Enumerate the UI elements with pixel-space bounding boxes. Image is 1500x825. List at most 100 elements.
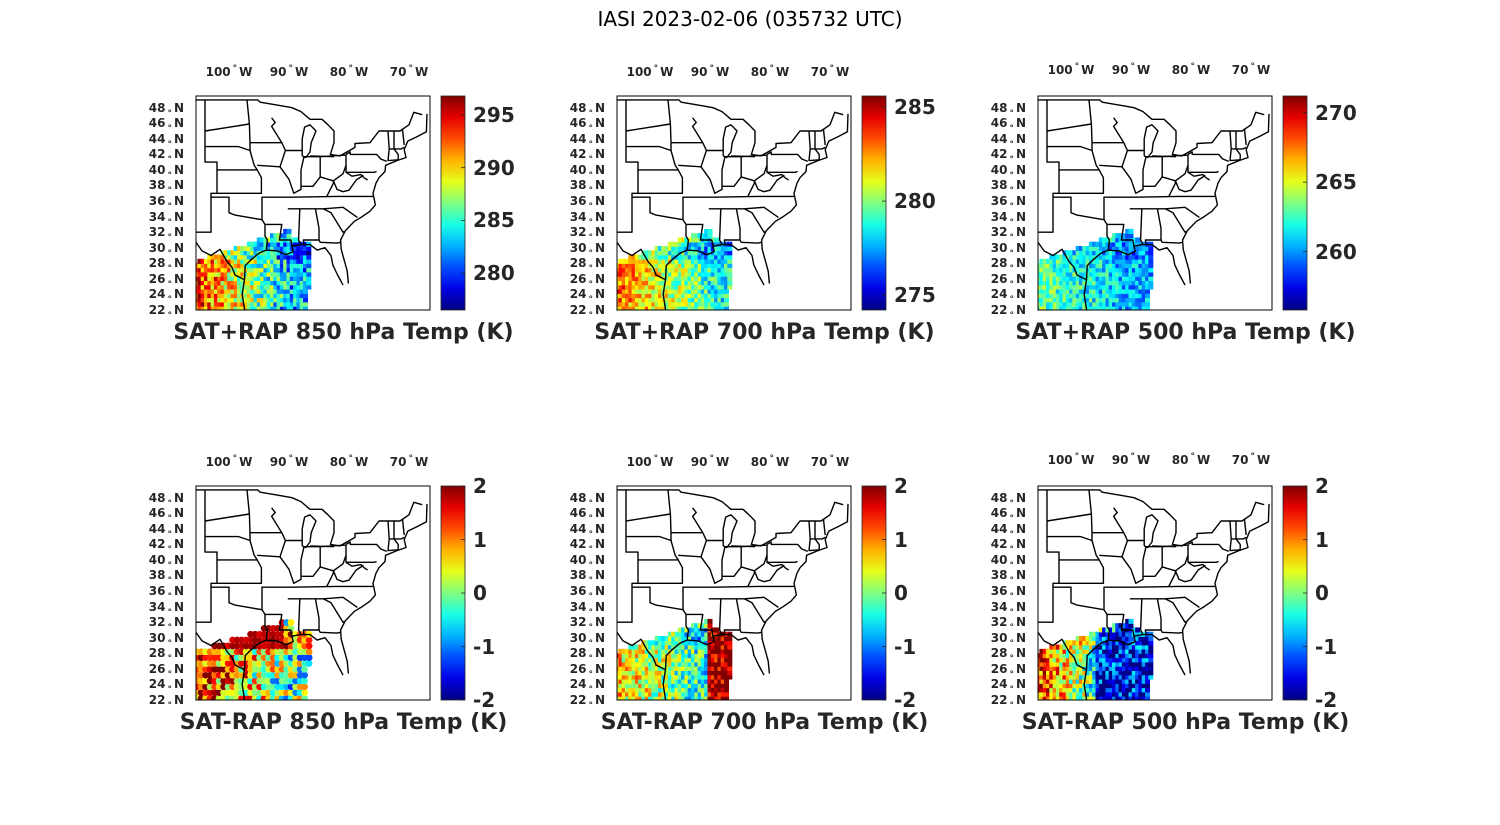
border-line (767, 170, 798, 174)
border-line (387, 520, 399, 552)
data-cell (691, 623, 696, 629)
border-line (1188, 560, 1219, 564)
data-cell (1046, 258, 1051, 264)
data-cell (1095, 301, 1101, 307)
data-cell (1131, 691, 1137, 697)
data-cell (1075, 670, 1081, 676)
data-cell (1082, 661, 1088, 667)
border-line (1038, 631, 1087, 671)
data-cell (246, 280, 252, 286)
data-cell (1055, 670, 1061, 676)
data-cell (1042, 687, 1048, 693)
border-line (747, 180, 756, 197)
longitude-label: 70 ° W (811, 454, 849, 469)
data-cell (714, 665, 720, 671)
data-cell (651, 301, 657, 307)
data-cell (273, 258, 279, 264)
data-cell (634, 288, 640, 294)
data-cell (674, 683, 680, 689)
border-line (718, 598, 723, 635)
data-cell (628, 271, 634, 277)
data-cell (618, 661, 624, 667)
data-cell (1141, 258, 1147, 264)
data-cell (717, 687, 723, 693)
data-cell (641, 695, 647, 700)
data-cell (677, 627, 683, 633)
data-cell (707, 674, 713, 680)
data-cell (677, 674, 683, 680)
data-cell (233, 258, 239, 264)
data-cell (704, 640, 710, 646)
data-cell (1049, 674, 1055, 680)
data-cell (1148, 644, 1154, 650)
data-cell (1085, 648, 1091, 654)
data-cell (266, 254, 272, 260)
data-cell (720, 670, 726, 676)
border-line (1129, 206, 1200, 218)
data-cell (1055, 674, 1061, 680)
data-cell (644, 670, 650, 676)
data-cell (204, 275, 209, 281)
border-line (1059, 540, 1100, 561)
data-cell (700, 288, 706, 294)
data-cell (1075, 271, 1081, 277)
data-cell (1042, 267, 1048, 273)
data-cell (289, 280, 295, 286)
latitude-direction: N (173, 256, 184, 271)
data-cell (691, 288, 696, 294)
data-cell (641, 678, 647, 684)
data-cell (710, 288, 716, 294)
data-cell (664, 683, 670, 689)
data-cell (1049, 653, 1055, 659)
data-cell (1085, 288, 1091, 294)
data-cell (1098, 288, 1104, 294)
data-cell (1075, 267, 1081, 273)
data-cell (700, 648, 706, 654)
data-cell (1039, 293, 1045, 299)
data-cell (654, 695, 660, 700)
data-cell (631, 661, 637, 667)
data-cell (250, 301, 256, 307)
data-cell (651, 284, 657, 290)
data-cell (1092, 640, 1098, 646)
data-cell (628, 683, 634, 689)
data-cell (638, 258, 644, 264)
data-cell (1095, 670, 1101, 676)
data-cell (1098, 241, 1104, 247)
data-cell (1121, 258, 1127, 264)
data-cell (266, 241, 272, 247)
data-cell (1072, 305, 1078, 310)
data-cell (1082, 640, 1088, 646)
data-cell (230, 275, 236, 281)
data-cell (727, 267, 733, 273)
data-cell (1128, 670, 1134, 676)
data-cell (697, 241, 703, 247)
data-cell (681, 246, 687, 252)
latitude-direction: N (594, 615, 605, 630)
data-cell (707, 246, 713, 252)
longitude-direction: W (715, 65, 730, 79)
data-cell (714, 687, 720, 693)
border-line (1164, 598, 1187, 623)
longitude-label: 70 ° W (811, 64, 849, 79)
data-cell (641, 275, 647, 281)
data-cell (230, 288, 236, 294)
data-cell (651, 275, 657, 281)
data-cell (671, 254, 677, 260)
data-cell (628, 657, 634, 663)
data-cell (1128, 254, 1134, 260)
data-cell (724, 280, 729, 286)
data-cell (1108, 275, 1114, 281)
longitude-direction: W (1196, 453, 1211, 467)
data-cell (260, 250, 266, 256)
data-cell (634, 301, 640, 307)
data-cell (677, 254, 683, 260)
latitude-label: 30 ° N (557, 241, 605, 259)
data-cell (1062, 687, 1068, 693)
map-borders (196, 99, 428, 310)
data-cell (671, 657, 677, 663)
data-cell (1049, 670, 1055, 676)
data-cell (677, 241, 683, 247)
data-cell (204, 288, 209, 294)
data-cell (1085, 284, 1091, 290)
